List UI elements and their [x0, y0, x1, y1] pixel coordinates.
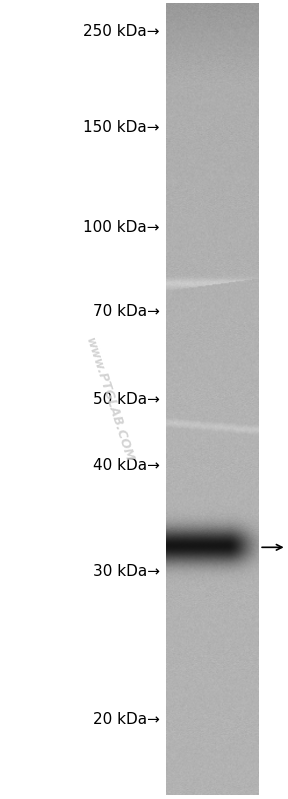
Text: 40 kDa→: 40 kDa→ — [93, 458, 160, 472]
Text: 20 kDa→: 20 kDa→ — [93, 712, 160, 726]
Text: 100 kDa→: 100 kDa→ — [83, 221, 160, 235]
Text: 70 kDa→: 70 kDa→ — [93, 304, 160, 319]
Text: 30 kDa→: 30 kDa→ — [93, 564, 160, 578]
Text: 250 kDa→: 250 kDa→ — [83, 25, 160, 39]
Text: 150 kDa→: 150 kDa→ — [83, 121, 160, 135]
Text: www.PTGLAB.COM: www.PTGLAB.COM — [83, 336, 136, 463]
Text: 50 kDa→: 50 kDa→ — [93, 392, 160, 407]
